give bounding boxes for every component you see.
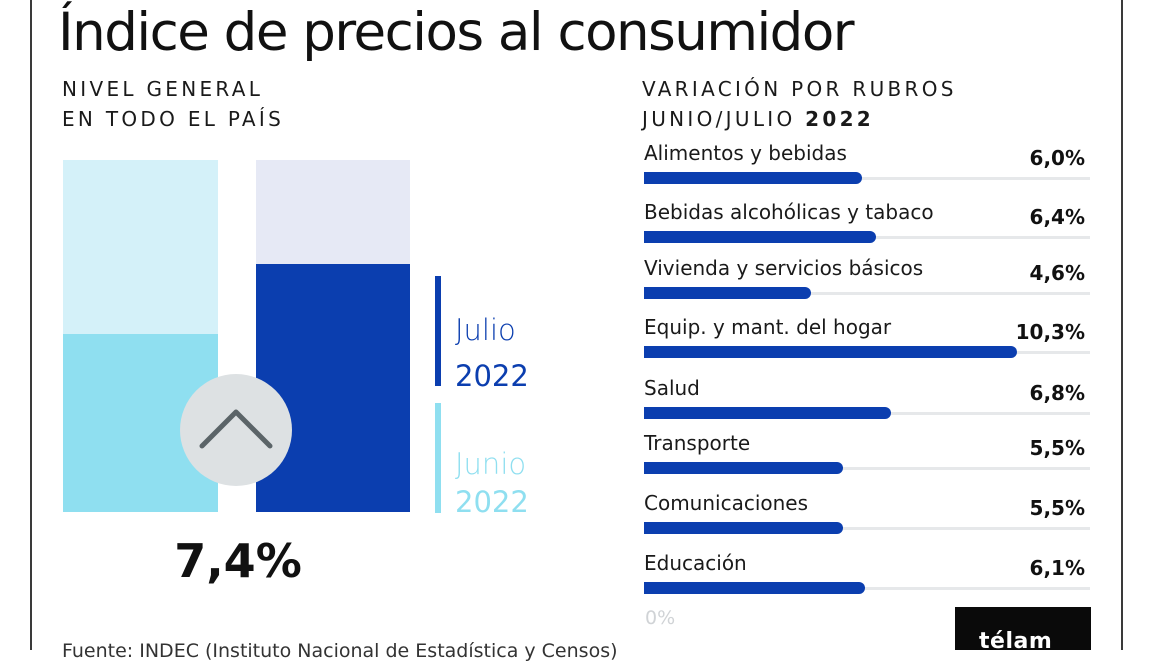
category-value-label: 4,6% xyxy=(1029,261,1085,285)
category-value-label: 10,3% xyxy=(1015,320,1085,344)
category-bar xyxy=(644,522,844,534)
legend-junio-year: 2022 xyxy=(455,485,529,519)
category-bar xyxy=(644,231,877,243)
category-label: Alimentos y bebidas xyxy=(644,141,847,165)
source-note: Fuente: INDEC (Instituto Nacional de Est… xyxy=(62,640,618,662)
legend-julio-marker xyxy=(435,276,441,386)
legend-julio-year: 2022 xyxy=(455,359,529,393)
right-frame-border xyxy=(1121,0,1123,650)
category-bar xyxy=(644,407,891,419)
category-value-label: 6,1% xyxy=(1029,556,1085,580)
telam-logo: télam xyxy=(955,607,1091,654)
bar-julio-2022 xyxy=(256,263,410,512)
bar-track xyxy=(644,527,1090,530)
category-bar xyxy=(644,172,862,184)
category-label: Vivienda y servicios básicos xyxy=(644,256,924,280)
right-subtitle-year: 2022 xyxy=(805,107,875,131)
bar-track xyxy=(644,587,1090,590)
bar-track xyxy=(644,467,1090,470)
category-bar xyxy=(644,582,866,594)
general-inflation-value: 7,4% xyxy=(174,534,302,588)
category-value-label: 6,4% xyxy=(1029,205,1085,229)
right-subtitle-line2: JUNIO/JULIO 2022 xyxy=(642,104,957,134)
category-bar xyxy=(644,287,811,299)
category-label: Transporte xyxy=(644,431,751,455)
bar-track xyxy=(644,292,1090,295)
category-bar xyxy=(644,462,844,474)
telam-logo-text: télam xyxy=(979,629,1053,654)
right-subtitle-period: JUNIO/JULIO xyxy=(642,107,806,131)
left-subtitle-line1: NIVEL GENERAL xyxy=(62,77,264,101)
legend-junio-marker xyxy=(435,403,441,513)
chart-title: Índice de precios al consumidor xyxy=(58,2,855,63)
right-subtitle-line1: VARIACIÓN POR RUBROS xyxy=(642,77,957,101)
left-frame-border xyxy=(30,0,32,650)
category-value-label: 6,0% xyxy=(1029,146,1085,170)
category-label: Equip. y mant. del hogar xyxy=(644,315,892,339)
category-value-label: 5,5% xyxy=(1029,436,1085,460)
increase-badge xyxy=(180,374,292,486)
left-subtitle-line2: EN TODO EL PAÍS xyxy=(62,107,285,131)
category-value-label: 5,5% xyxy=(1029,496,1085,520)
category-label: Educación xyxy=(644,551,747,575)
bar-track xyxy=(644,177,1090,180)
category-label: Comunicaciones xyxy=(644,491,809,515)
legend-julio-month: Julio xyxy=(455,313,516,347)
category-label: Salud xyxy=(644,376,700,400)
category-label: Bebidas alcohólicas y tabaco xyxy=(644,200,934,224)
chevron-up-icon xyxy=(199,409,273,449)
axis-zero-label: 0% xyxy=(645,607,676,629)
legend-junio-month: Junio xyxy=(455,447,527,481)
right-subtitle: VARIACIÓN POR RUBROS JUNIO/JULIO 2022 xyxy=(642,74,957,134)
category-bar xyxy=(644,346,1018,358)
category-value-label: 6,8% xyxy=(1029,381,1085,405)
left-subtitle: NIVEL GENERAL EN TODO EL PAÍS xyxy=(62,74,284,134)
